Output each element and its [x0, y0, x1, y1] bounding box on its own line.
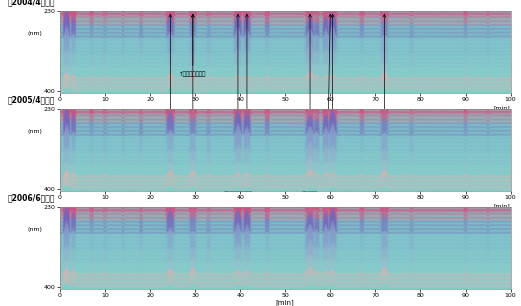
Text: グリチルリチン酸: グリチルリチン酸: [371, 14, 398, 147]
Text: オロキシリンA-glcA: オロキシリンA-glcA: [309, 14, 346, 135]
Text: [min]: [min]: [494, 204, 511, 209]
Text: (nm): (nm): [28, 227, 43, 232]
Text: 。2006/6製造〃: 。2006/6製造〃: [8, 193, 56, 203]
Text: 6-グルコシルレイン: 6-グルコシルレイン: [231, 14, 263, 159]
Text: (nm): (nm): [28, 129, 43, 134]
Text: ↑アルビフロリン: ↑アルビフロリン: [179, 14, 206, 77]
Text: バイカリン: バイカリン: [302, 14, 318, 192]
Text: リクイリチン
アピオリクイリチン: リクイリチン アピオリクイリチン: [224, 14, 253, 192]
Text: オーゴニン7-glcA: オーゴニン7-glcA: [316, 14, 349, 172]
Text: 。2004/4製造〃: 。2004/4製造〃: [8, 0, 56, 7]
Text: ゲニポシド: ゲニポシド: [162, 14, 179, 143]
Text: 。2005/4製造〃: 。2005/4製造〃: [8, 95, 55, 104]
Text: ペオニフロリン: ペオニフロリン: [181, 14, 204, 159]
Text: (nm): (nm): [28, 31, 43, 36]
X-axis label: [min]: [min]: [276, 300, 294, 306]
Text: [min]: [min]: [494, 106, 511, 111]
